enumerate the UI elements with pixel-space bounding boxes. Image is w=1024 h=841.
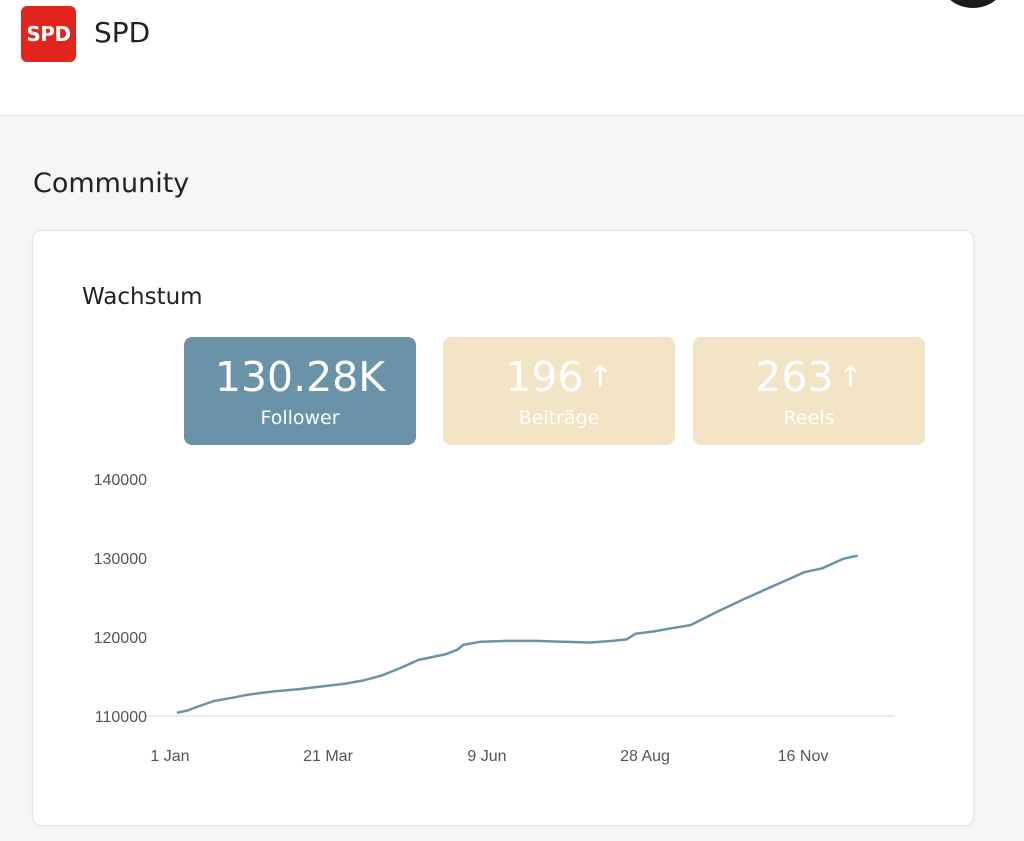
follower-series-line — [176, 554, 858, 715]
follower-stat[interactable]: 130.28K Follower — [184, 337, 416, 445]
follower-label: Follower — [260, 407, 340, 429]
x-tick-label: 28 Aug — [620, 748, 670, 765]
follower-count: 130.28K — [214, 353, 386, 401]
posts-label: Beiträge — [518, 407, 600, 429]
follower-growth-chart: 110000 120000 130000 140000 1 Jan 21 Mar 9 Jun… — [94, 472, 895, 765]
reels-label: Reels — [783, 407, 835, 429]
posts-count: 196 ↑ — [505, 353, 613, 401]
spd-logo[interactable]: SPD — [21, 6, 76, 62]
account-name: SPD — [94, 16, 151, 49]
y-tick-label: 110000 — [95, 709, 147, 726]
x-tick-label: 1 Jan — [150, 748, 189, 765]
y-tick-label: 120000 — [94, 630, 147, 647]
x-tick-label: 9 Jun — [467, 748, 506, 765]
reels-stat[interactable]: 263 ↑ Reels — [693, 337, 925, 445]
app-header: SPD SPD — [0, 0, 1024, 116]
x-tick-label: 16 Nov — [778, 748, 829, 765]
profile-avatar[interactable] — [940, 0, 1006, 8]
reels-count: 263 ↑ — [755, 353, 863, 401]
card-title: Wachstum — [82, 284, 203, 310]
main-content: Community Wachstum 130.28K Follower 196 ↑… — [0, 116, 1024, 841]
y-tick-label: 130000 — [94, 551, 147, 568]
logo-text: SPD — [26, 22, 71, 46]
section-title: Community — [33, 168, 190, 199]
x-tick-label: 21 Mar — [303, 748, 353, 765]
y-tick-label: 140000 — [94, 472, 147, 489]
arrow-up-icon: ↑ — [837, 360, 863, 395]
growth-card: Wachstum 130.28K Follower 196 ↑ Beiträge … — [32, 230, 974, 826]
arrow-up-icon: ↑ — [587, 360, 613, 395]
posts-stat[interactable]: 196 ↑ Beiträge — [443, 337, 675, 445]
